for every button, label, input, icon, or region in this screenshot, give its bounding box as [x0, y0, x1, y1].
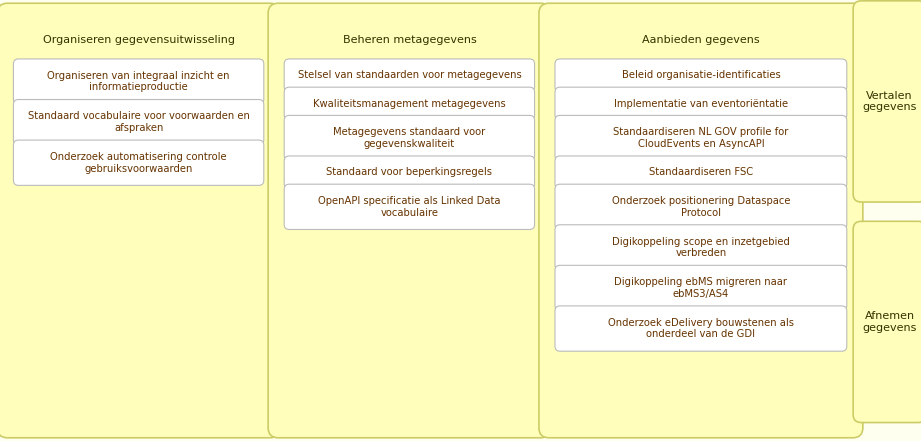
Text: Organiseren gegevensuitwisseling: Organiseren gegevensuitwisseling	[42, 35, 235, 45]
FancyBboxPatch shape	[0, 3, 280, 438]
Text: Organiseren van integraal inzicht en
informatieproductie: Organiseren van integraal inzicht en inf…	[47, 71, 230, 92]
FancyBboxPatch shape	[285, 184, 534, 229]
Text: Onderzoek positionering Dataspace
Protocol: Onderzoek positionering Dataspace Protoc…	[612, 196, 790, 217]
Text: Beheren metagegevens: Beheren metagegevens	[343, 35, 476, 45]
FancyBboxPatch shape	[555, 184, 846, 229]
FancyBboxPatch shape	[14, 59, 263, 104]
Text: Digikoppeling scope en inzetgebied
verbreden: Digikoppeling scope en inzetgebied verbr…	[612, 237, 790, 258]
Text: Standaardiseren NL GOV profile for
CloudEvents en AsyncAPI: Standaardiseren NL GOV profile for Cloud…	[613, 127, 788, 149]
Text: Digikoppeling ebMS migreren naar
ebMS3/AS4: Digikoppeling ebMS migreren naar ebMS3/A…	[614, 277, 787, 299]
FancyBboxPatch shape	[555, 87, 846, 120]
Text: Beleid organisatie-identificaties: Beleid organisatie-identificaties	[622, 71, 780, 80]
FancyBboxPatch shape	[539, 3, 863, 438]
Text: Aanbieden gegevens: Aanbieden gegevens	[642, 35, 760, 45]
Text: Afnemen
gegevens: Afnemen gegevens	[862, 311, 917, 333]
FancyBboxPatch shape	[555, 59, 846, 92]
FancyBboxPatch shape	[555, 156, 846, 189]
Text: Metagegevens standaard voor
gegevenskwaliteit: Metagegevens standaard voor gegevenskwal…	[333, 127, 485, 149]
FancyBboxPatch shape	[555, 116, 846, 161]
FancyBboxPatch shape	[268, 3, 551, 438]
FancyBboxPatch shape	[555, 306, 846, 351]
Text: Vertalen
gegevens: Vertalen gegevens	[862, 91, 917, 112]
FancyBboxPatch shape	[853, 221, 921, 422]
FancyBboxPatch shape	[285, 116, 534, 161]
Text: Onderzoek eDelivery bouwstenen als
onderdeel van de GDI: Onderzoek eDelivery bouwstenen als onder…	[608, 318, 794, 339]
Text: Stelsel van standaarden voor metagegevens: Stelsel van standaarden voor metagegeven…	[297, 71, 521, 80]
FancyBboxPatch shape	[555, 225, 846, 270]
FancyBboxPatch shape	[853, 1, 921, 202]
Text: OpenAPI specificatie als Linked Data
vocabulaire: OpenAPI specificatie als Linked Data voc…	[318, 196, 501, 217]
FancyBboxPatch shape	[14, 100, 263, 145]
Text: Implementatie van eventoriëntatie: Implementatie van eventoriëntatie	[613, 99, 788, 108]
Text: Onderzoek automatisering controle
gebruiksvoorwaarden: Onderzoek automatisering controle gebrui…	[51, 152, 227, 173]
Text: Standaardiseren FSC: Standaardiseren FSC	[648, 168, 753, 177]
FancyBboxPatch shape	[285, 59, 534, 92]
Text: Standaard voor beperkingsregels: Standaard voor beperkingsregels	[326, 168, 493, 177]
Text: Standaard vocabulaire voor voorwaarden en
afspraken: Standaard vocabulaire voor voorwaarden e…	[28, 112, 250, 133]
FancyBboxPatch shape	[285, 87, 534, 120]
FancyBboxPatch shape	[285, 156, 534, 189]
FancyBboxPatch shape	[14, 140, 263, 185]
FancyBboxPatch shape	[555, 265, 846, 310]
Text: Kwaliteitsmanagement metagegevens: Kwaliteitsmanagement metagegevens	[313, 99, 506, 108]
